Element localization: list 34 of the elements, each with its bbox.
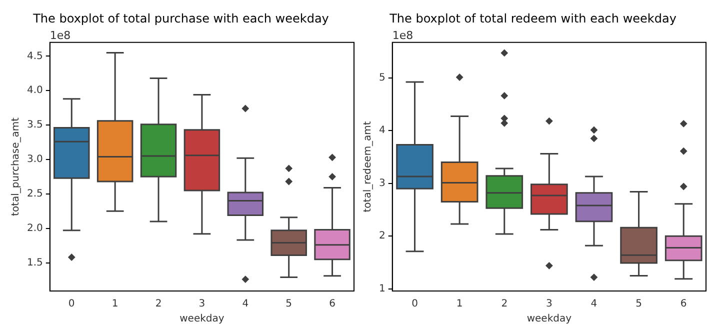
x-tick-label: 2 <box>501 298 508 310</box>
y-axis-title: total_purchase_amt <box>10 117 22 216</box>
y-axis-title: total_redeem_amt <box>362 121 374 212</box>
y-tick-label: 2 <box>378 230 386 242</box>
x-tick-label: 0 <box>412 298 418 310</box>
y-tick-label: 3 <box>378 178 386 189</box>
x-tick-label: 1 <box>456 298 463 310</box>
x-tick-label: 5 <box>286 298 292 310</box>
x-tick-label: 4 <box>590 298 598 310</box>
text: 1e8 <box>392 28 414 42</box>
y-tick-label: 3.0 <box>26 154 43 166</box>
y-tick-label: 2.5 <box>26 188 43 200</box>
x-axis-title: weekday <box>180 314 224 325</box>
y-tick-label: 4.5 <box>26 50 43 62</box>
y-tick-label: 4.0 <box>26 85 43 96</box>
x-tick-label: 0 <box>68 298 75 310</box>
y-tick-label: 1.5 <box>26 257 43 268</box>
chart-title: The boxplot of total redeem with each weekday <box>388 11 676 26</box>
x-tick-label: 5 <box>636 298 642 310</box>
x-tick-label: 3 <box>198 298 206 310</box>
y-tick-label: 2.0 <box>26 222 43 234</box>
x-tick-label: 6 <box>680 298 687 310</box>
x-axis-title: weekday <box>526 314 572 325</box>
x-tick-label: 3 <box>546 298 552 310</box>
y-tick-label: 4 <box>378 125 386 136</box>
x-tick-label: 6 <box>329 298 336 310</box>
x-tick-label: 1 <box>112 298 118 310</box>
y-tick-label: 3.5 <box>26 120 43 131</box>
text: 1e8 <box>50 28 71 42</box>
x-tick-label: 4 <box>242 298 249 310</box>
y-tick-label: 5 <box>378 72 386 84</box>
chart-title: The boxplot of total purchase with each weekday <box>32 11 329 26</box>
y-tick-label: 1 <box>378 283 386 294</box>
x-tick-label: 2 <box>155 298 162 310</box>
